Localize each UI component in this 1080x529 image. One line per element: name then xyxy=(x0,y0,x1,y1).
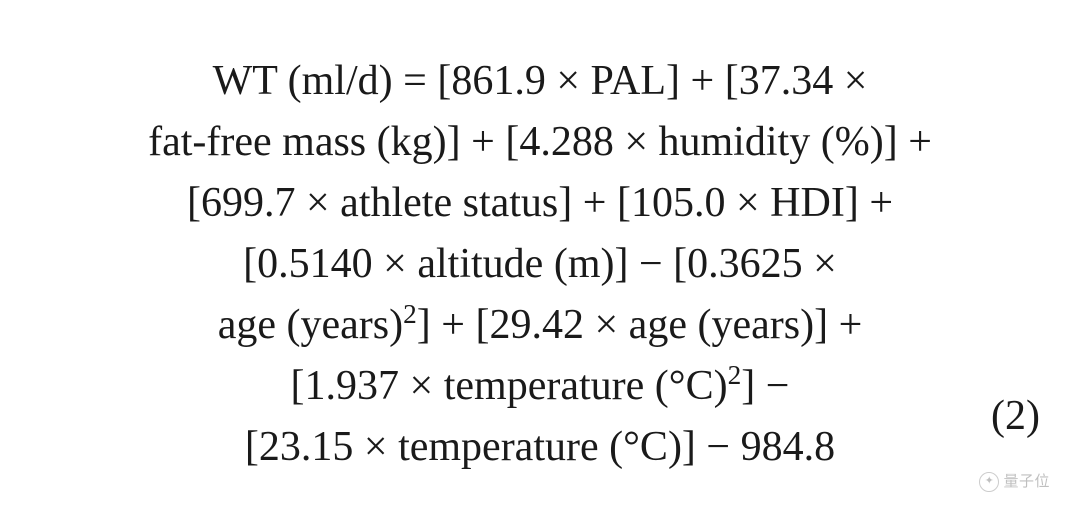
unit-5: m xyxy=(568,241,601,287)
equation-line-6: [1.937 × temperature (°C)2] − xyxy=(291,356,790,417)
eq-lhs-unit: ml/d xyxy=(302,58,379,104)
var-4: HDI xyxy=(770,180,845,226)
op-eq: = xyxy=(403,58,427,104)
var-2: humidity xyxy=(659,119,811,165)
op-10: − xyxy=(706,424,730,470)
coef-9: 23.15 xyxy=(259,424,354,470)
coef-2: 4.288 xyxy=(519,119,614,165)
unit-2: % xyxy=(835,119,870,165)
coef-1: 37.34 xyxy=(739,58,834,104)
unit-8: °C xyxy=(669,363,714,409)
var-5: altitude xyxy=(417,241,543,287)
equation-line-1: WT (ml/d) = [861.9 × PAL] + [37.34 × xyxy=(213,51,868,112)
var-9: temperature xyxy=(398,424,599,470)
coef-10: 984.8 xyxy=(741,424,836,470)
op-6: − xyxy=(639,241,663,287)
var-3: athlete status xyxy=(340,180,558,226)
coef-5: 0.5140 xyxy=(257,241,373,287)
exp-8: 2 xyxy=(728,360,742,390)
eq-lhs-label: WT xyxy=(213,58,278,104)
var-7: age xyxy=(629,302,687,348)
coef-0: 861.9 xyxy=(451,58,546,104)
equation-line-4: [0.5140 × altitude (m)] − [0.3625 × xyxy=(243,234,837,295)
var-6: age xyxy=(218,302,276,348)
wechat-icon: ✦ xyxy=(979,472,999,492)
op-4: + xyxy=(583,180,607,226)
exp-6: 2 xyxy=(403,299,417,329)
var-1: fat-free mass xyxy=(148,119,366,165)
equation-number: (2) xyxy=(991,386,1040,447)
watermark: ✦ 量子位 xyxy=(979,471,1050,493)
op-3a: + xyxy=(908,119,932,165)
equation-line-3: [699.7 × athlete status] + [105.0 × HDI]… xyxy=(187,173,893,234)
equation-line-5: age (years)2] + [29.42 × age (years)] + xyxy=(218,295,863,356)
watermark-text: 量子位 xyxy=(1003,471,1050,493)
op-7: + xyxy=(441,302,465,348)
unit-6: years xyxy=(301,302,390,348)
op-8a: + xyxy=(839,302,863,348)
var-0: PAL xyxy=(591,58,667,104)
coef-3: 699.7 xyxy=(201,180,296,226)
equation-line-2: fat-free mass (kg)] + [4.288 × humidity … xyxy=(148,112,932,173)
op-5a: + xyxy=(869,180,893,226)
op-9a: − xyxy=(766,363,790,409)
op-2: + xyxy=(471,119,495,165)
coef-4: 105.0 xyxy=(631,180,726,226)
unit-7: years xyxy=(711,302,800,348)
equation-line-7: [23.15 × temperature (°C)] − 984.8 xyxy=(245,417,835,478)
op-1: + xyxy=(691,58,715,104)
unit-9: °C xyxy=(623,424,668,470)
coef-8: 1.937 xyxy=(305,363,400,409)
coef-6: 0.3625 xyxy=(687,241,803,287)
unit-1: kg xyxy=(391,119,433,165)
var-8: temperature xyxy=(444,363,645,409)
equation-block: WT (ml/d) = [861.9 × PAL] + [37.34 × fat… xyxy=(0,0,1080,529)
coef-7: 29.42 xyxy=(489,302,584,348)
